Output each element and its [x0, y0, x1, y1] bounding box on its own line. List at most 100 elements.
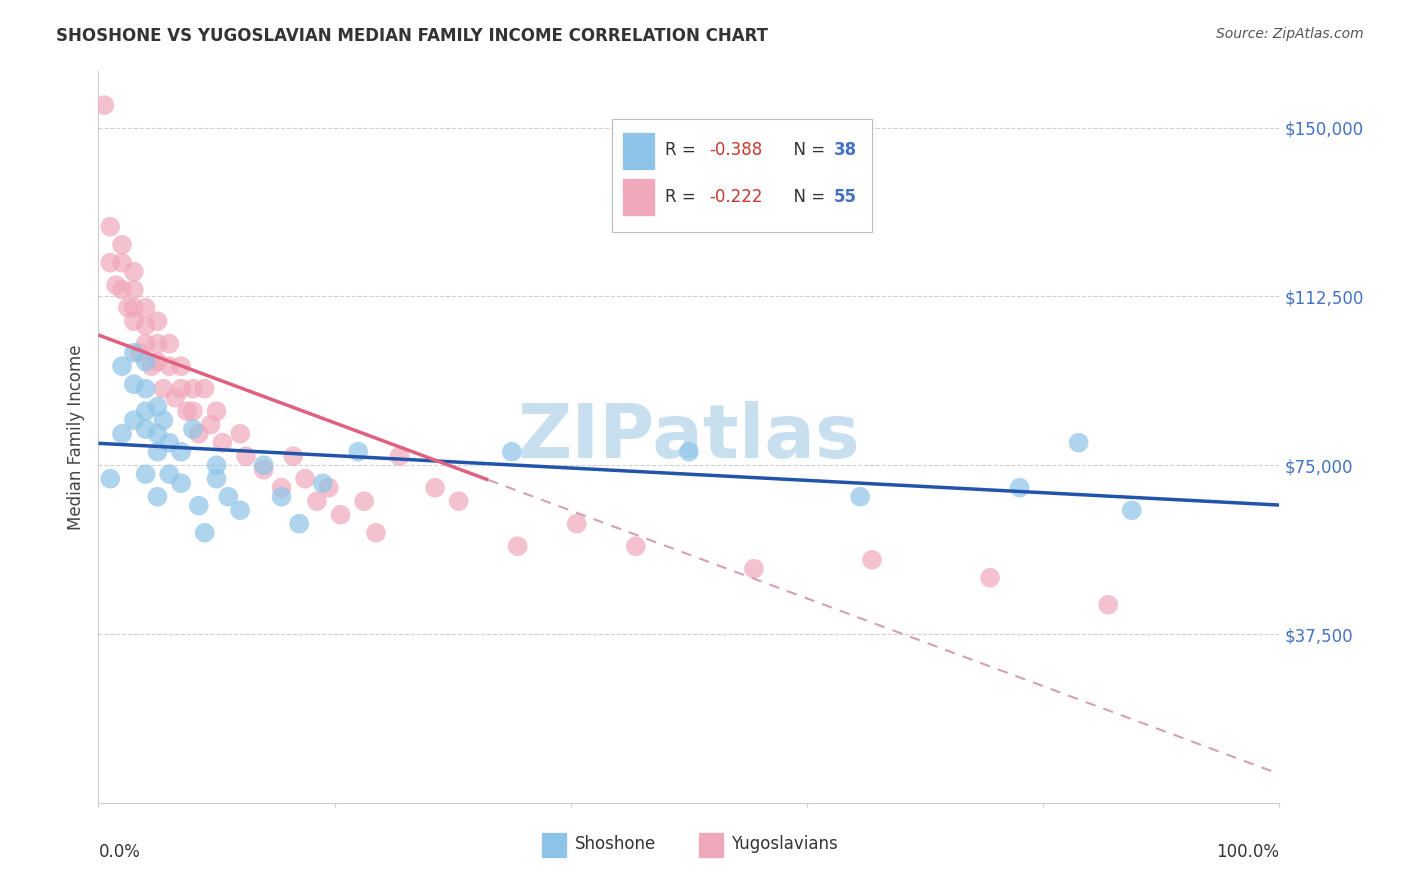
Text: -0.222: -0.222: [709, 188, 762, 206]
Point: [229, 426, 252, 441]
Point: [98, 255, 121, 269]
Point: [135, 404, 157, 418]
Point: [122, 314, 145, 328]
Point: [135, 336, 157, 351]
Point: [294, 472, 316, 486]
Point: [146, 426, 169, 441]
Point: [229, 503, 252, 517]
Point: [353, 494, 375, 508]
Point: [152, 413, 174, 427]
Point: [1008, 481, 1031, 495]
Point: [146, 336, 169, 351]
FancyBboxPatch shape: [612, 119, 872, 232]
Text: N =: N =: [783, 188, 831, 206]
Point: [146, 490, 169, 504]
Text: R =: R =: [665, 141, 702, 160]
Point: [329, 508, 352, 522]
Point: [146, 400, 169, 414]
Point: [211, 435, 233, 450]
Point: [98, 472, 121, 486]
Point: [860, 553, 883, 567]
Point: [165, 391, 187, 405]
Point: [111, 255, 134, 269]
Point: [187, 499, 209, 513]
Point: [565, 516, 588, 531]
Text: Source: ZipAtlas.com: Source: ZipAtlas.com: [1216, 27, 1364, 41]
Point: [194, 382, 217, 396]
Point: [135, 382, 157, 396]
Point: [388, 449, 411, 463]
Point: [288, 516, 311, 531]
Text: Yugoslavians: Yugoslavians: [731, 836, 838, 854]
Text: -0.388: -0.388: [709, 141, 762, 160]
Point: [200, 417, 222, 432]
Y-axis label: Median Family Income: Median Family Income: [67, 344, 86, 530]
Point: [270, 481, 292, 495]
Bar: [541, 832, 567, 858]
Point: [135, 301, 157, 315]
Point: [318, 481, 340, 495]
Point: [1067, 435, 1090, 450]
Point: [181, 382, 204, 396]
Point: [170, 382, 193, 396]
Point: [364, 525, 387, 540]
Point: [111, 426, 134, 441]
Point: [253, 458, 276, 473]
Point: [849, 490, 872, 504]
Point: [157, 336, 180, 351]
Point: [122, 413, 145, 427]
Point: [146, 444, 169, 458]
Point: [678, 444, 700, 458]
Text: 0.0%: 0.0%: [98, 843, 141, 861]
Point: [111, 283, 134, 297]
Point: [122, 301, 145, 315]
Point: [157, 359, 180, 374]
Point: [501, 444, 523, 458]
Point: [105, 278, 128, 293]
Point: [312, 476, 335, 491]
Point: [135, 318, 157, 333]
Point: [93, 98, 115, 112]
Point: [283, 449, 305, 463]
Point: [305, 494, 328, 508]
Text: R =: R =: [665, 188, 702, 206]
Point: [135, 467, 157, 482]
Point: [194, 525, 217, 540]
Bar: [699, 832, 724, 858]
Point: [506, 539, 529, 553]
Point: [253, 463, 276, 477]
Point: [181, 422, 204, 436]
Point: [979, 571, 1001, 585]
Point: [157, 435, 180, 450]
Text: 55: 55: [834, 188, 858, 206]
Point: [146, 314, 169, 328]
Text: SHOSHONE VS YUGOSLAVIAN MEDIAN FAMILY INCOME CORRELATION CHART: SHOSHONE VS YUGOSLAVIAN MEDIAN FAMILY IN…: [56, 27, 768, 45]
Point: [111, 359, 134, 374]
Text: Shoshone: Shoshone: [575, 836, 655, 854]
Point: [98, 219, 121, 234]
Bar: [621, 132, 655, 170]
Point: [122, 345, 145, 359]
Text: 100.0%: 100.0%: [1216, 843, 1279, 861]
Point: [205, 472, 228, 486]
Point: [117, 301, 139, 315]
Point: [122, 283, 145, 297]
Point: [128, 345, 150, 359]
Point: [423, 481, 446, 495]
Point: [146, 354, 169, 368]
Point: [152, 382, 174, 396]
Point: [270, 490, 292, 504]
Point: [122, 377, 145, 392]
Point: [205, 458, 228, 473]
Point: [111, 237, 134, 252]
Point: [1097, 598, 1119, 612]
Text: N =: N =: [783, 141, 831, 160]
Point: [170, 476, 193, 491]
Point: [157, 467, 180, 482]
Point: [205, 404, 228, 418]
Point: [122, 265, 145, 279]
Point: [447, 494, 470, 508]
Point: [235, 449, 257, 463]
Point: [742, 562, 765, 576]
Point: [135, 422, 157, 436]
